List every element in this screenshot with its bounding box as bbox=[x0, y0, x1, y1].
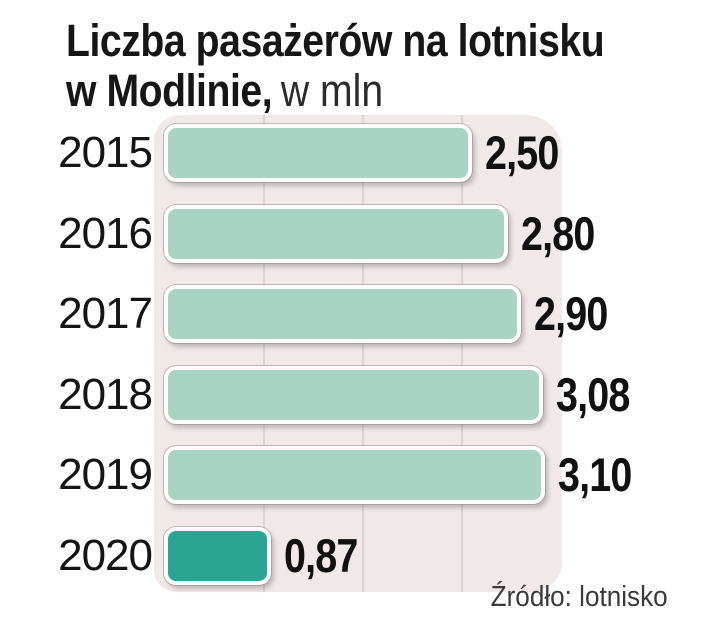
chart-row: 2018 3,08 bbox=[0, 366, 706, 424]
year-label: 2016 bbox=[58, 209, 153, 258]
chart-title-line2: w Modlinie, w mln bbox=[66, 66, 604, 116]
value-label: 2,80 bbox=[521, 207, 595, 260]
bar bbox=[164, 446, 545, 504]
chart-panel bbox=[154, 115, 562, 592]
bar bbox=[164, 124, 472, 182]
value-label: 3,08 bbox=[556, 368, 630, 421]
gridline bbox=[461, 115, 463, 592]
year-label: 2020 bbox=[58, 531, 153, 580]
chart-title-line1: Liczba pasażerów na lotnisku bbox=[66, 15, 605, 66]
value-label: 2,50 bbox=[485, 126, 559, 179]
value-label: 0,87 bbox=[284, 529, 358, 582]
bar bbox=[164, 366, 543, 424]
bar bbox=[164, 285, 521, 343]
chart-unit-label: w mln bbox=[280, 65, 384, 116]
chart-row: 2020 0,87 bbox=[0, 527, 706, 585]
chart-row: 2019 3,10 bbox=[0, 446, 706, 504]
bar bbox=[164, 205, 508, 263]
chart-title: Liczba pasażerów na lotnisku w Modlinie,… bbox=[66, 15, 605, 116]
chart-row: 2016 2,80 bbox=[0, 205, 706, 263]
year-label: 2019 bbox=[58, 450, 153, 499]
value-label: 3,10 bbox=[558, 448, 632, 501]
year-label: 2017 bbox=[58, 289, 153, 338]
bar-highlight bbox=[164, 527, 271, 585]
value-label: 2,90 bbox=[534, 287, 608, 340]
chart-row: 2015 2,50 bbox=[0, 124, 706, 182]
year-label: 2018 bbox=[58, 370, 153, 419]
source-label: Źródło: lotnisko bbox=[491, 581, 668, 613]
year-label: 2015 bbox=[58, 128, 153, 177]
gridline bbox=[263, 115, 265, 592]
gridline bbox=[362, 115, 364, 592]
chart-title-line2-bold: w Modlinie, bbox=[66, 65, 273, 116]
chart-row: 2017 2,90 bbox=[0, 285, 706, 343]
